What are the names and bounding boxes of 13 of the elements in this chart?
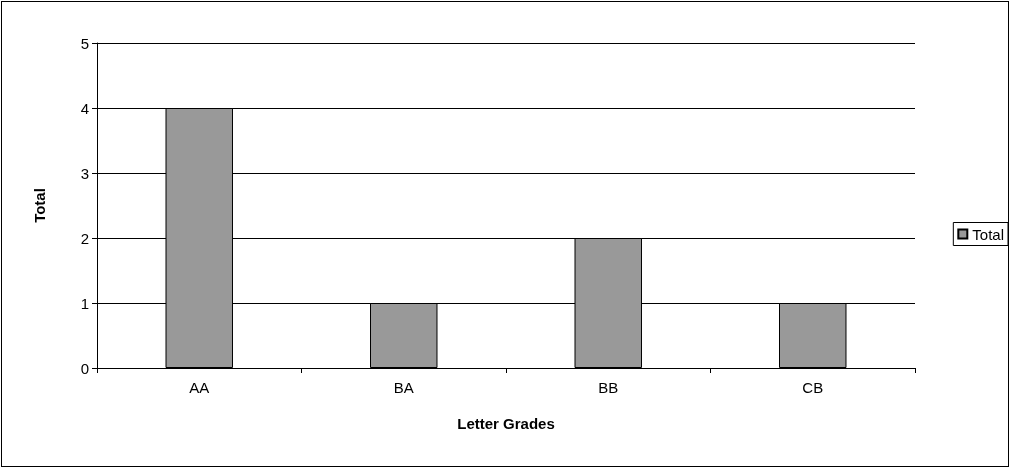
y-tick-label: 4: [80, 99, 89, 117]
y-tick-label: 1: [80, 294, 89, 312]
y-tick-label: 2: [80, 229, 89, 247]
x-tick-label: BB: [598, 379, 619, 396]
y-axis-title: Total: [31, 188, 48, 223]
x-tick-label: CB: [802, 379, 824, 396]
y-tick-label: 5: [80, 34, 89, 52]
x-tick-label: BA: [393, 379, 414, 396]
legend-label: Total: [972, 225, 1004, 243]
x-axis-title: Letter Grades: [457, 415, 555, 432]
x-tick-label: AA: [189, 379, 210, 396]
y-tick-label: 0: [80, 359, 89, 377]
y-tick-label: 3: [80, 164, 89, 182]
